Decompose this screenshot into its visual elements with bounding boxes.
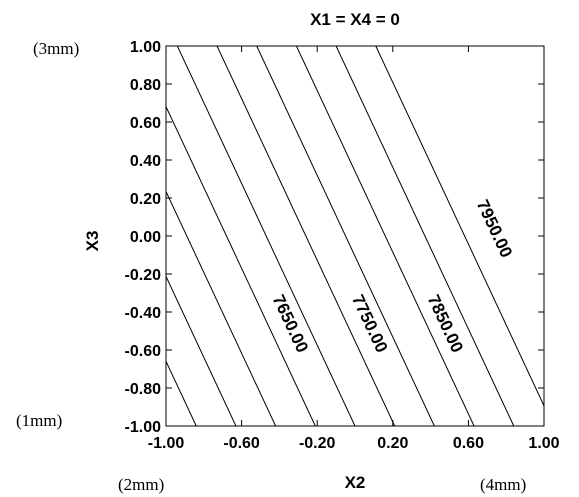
contour-label-bg bbox=[344, 284, 397, 363]
x-tick-label: 1.00 bbox=[528, 435, 559, 452]
contour-line-7750 bbox=[166, 275, 237, 426]
y-tick-label: 1.00 bbox=[130, 39, 161, 56]
y-tick-label: 0.20 bbox=[130, 191, 161, 208]
contour-line-7800 bbox=[166, 190, 277, 426]
x-left-unit-note: (2mm) bbox=[118, 475, 164, 494]
y-tick-label: -1.00 bbox=[125, 419, 162, 436]
x-tick-label: 0.20 bbox=[377, 435, 408, 452]
contour-label-bg bbox=[264, 284, 317, 363]
y-tick-label: 0.00 bbox=[130, 229, 161, 246]
contour-line-7850 bbox=[166, 105, 316, 426]
contour-label-group: 7850.00 bbox=[419, 284, 472, 363]
chart-title: X1 = X4 = 0 bbox=[310, 10, 400, 29]
contour-label-group: 7750.00 bbox=[344, 284, 397, 363]
contour-label-group: 7650.00 bbox=[264, 284, 317, 363]
contour-line-8000 bbox=[256, 46, 435, 426]
contour-label: 7650.00 bbox=[269, 292, 312, 356]
x-tick-label: 0.60 bbox=[453, 435, 484, 452]
contour-line-7900 bbox=[176, 46, 356, 426]
x-tick-label: -0.60 bbox=[223, 435, 260, 452]
y-axis-label: X3 bbox=[83, 231, 102, 252]
contour-lines bbox=[0, 46, 544, 426]
contour-label-bg bbox=[468, 189, 521, 268]
contour-line-7950 bbox=[216, 46, 396, 426]
contour-label: 7850.00 bbox=[424, 292, 467, 356]
x-tick-label: -0.20 bbox=[299, 435, 336, 452]
y-tick-label: -0.60 bbox=[125, 343, 162, 360]
contour-line-7700 bbox=[166, 360, 197, 426]
y-tick-label: -0.20 bbox=[125, 267, 162, 284]
y-tick-label: -0.40 bbox=[125, 305, 162, 322]
y-top-unit-note: (3mm) bbox=[33, 39, 79, 58]
contour-label: 7750.00 bbox=[348, 292, 391, 356]
x-right-unit-note: (4mm) bbox=[480, 475, 526, 494]
y-bottom-unit-note: (1mm) bbox=[16, 411, 62, 430]
axis-ticks: -1.00 -0.60 -0.20 0.20 0.60 1.00 1.00 0.80 0.60 0… bbox=[125, 39, 560, 452]
contour-line-8050 bbox=[295, 46, 475, 426]
contour-label-bg bbox=[419, 284, 472, 363]
contour-line-8150 bbox=[375, 46, 544, 407]
y-tick-label: 0.60 bbox=[130, 115, 161, 132]
x-tick-label: -1.00 bbox=[148, 435, 185, 452]
y-tick-label: 0.40 bbox=[130, 153, 161, 170]
contour-label: 7950.00 bbox=[473, 197, 516, 261]
y-tick-label: -0.80 bbox=[125, 381, 162, 398]
y-tick-label: 0.80 bbox=[130, 77, 161, 94]
contour-line-7600 bbox=[0, 46, 123, 426]
contour-label-group: 7950.00 bbox=[468, 189, 521, 268]
x-axis-label: X2 bbox=[345, 473, 366, 492]
contour-line-8100 bbox=[335, 46, 515, 426]
